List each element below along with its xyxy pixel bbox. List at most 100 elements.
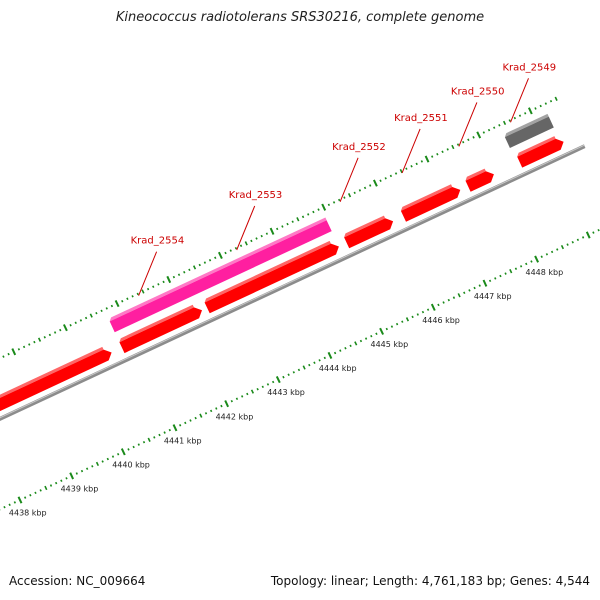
inner-track-minor-tick <box>163 431 166 434</box>
inner-track-minor-tick <box>60 479 63 482</box>
inner-track-minor-tick <box>344 346 347 350</box>
inner-track-minor-tick <box>514 267 518 270</box>
outer-track-minor-tick <box>2 355 5 358</box>
outer-track-minor-tick <box>389 174 393 178</box>
gene-leader-line <box>339 157 359 202</box>
outer-track-minor-tick <box>296 217 300 222</box>
inner-track-minor-tick <box>390 325 394 328</box>
inner-track-minor-tick <box>437 303 440 307</box>
inner-track-minor-tick <box>39 489 42 492</box>
gene-leader-line <box>510 78 529 123</box>
gene-arrow-other-bevel <box>504 113 549 138</box>
outer-track-minor-tick <box>327 203 331 207</box>
gene-arrow[interactable] <box>204 243 339 314</box>
outer-track-minor-tick <box>332 201 336 204</box>
inner-track-minor-tick <box>375 332 378 336</box>
gene-label[interactable]: Krad_2549 <box>503 62 557 73</box>
outer-track-minor-tick <box>74 321 77 325</box>
inner-track-major-tick <box>534 255 540 263</box>
gene-arrow[interactable] <box>400 187 461 222</box>
outer-track-major-tick <box>11 348 17 356</box>
inner-track-major-tick <box>482 279 488 287</box>
outer-track-minor-tick <box>28 343 31 346</box>
inner-track-minor-tick <box>349 344 352 348</box>
inner-track-minor-tick <box>8 503 11 507</box>
gene-arrow-other[interactable] <box>504 116 554 148</box>
inner-track-minor-tick <box>592 231 595 234</box>
inner-track-minor-tick <box>411 315 414 319</box>
inner-track-minor-tick <box>23 496 27 499</box>
outer-track-minor-tick <box>276 227 279 231</box>
outer-track-minor-tick <box>43 336 46 339</box>
inner-track-minor-tick <box>333 351 337 355</box>
inner-track-minor-tick <box>158 433 161 437</box>
outer-track-minor-tick <box>441 150 444 154</box>
outer-track-minor-tick <box>110 304 114 308</box>
gene-label[interactable]: Krad_2553 <box>229 190 283 201</box>
inner-track-minor-tick <box>282 375 285 379</box>
outer-track-minor-tick <box>534 107 537 110</box>
gene-arrow-bevel <box>400 184 453 211</box>
gene-arrow[interactable] <box>119 307 202 354</box>
inner-track-minor-tick <box>49 484 53 487</box>
inner-track-minor-tick <box>106 457 109 461</box>
inner-track-minor-tick <box>597 228 600 232</box>
inner-track-minor-tick <box>137 443 140 446</box>
inner-track-major-tick <box>585 231 591 239</box>
outer-track-minor-tick <box>343 196 346 199</box>
outer-track-minor-tick <box>498 124 501 127</box>
outer-track-minor-tick <box>188 268 191 272</box>
inner-track-minor-tick <box>364 337 368 340</box>
outer-track-minor-tick <box>307 213 310 216</box>
inner-track-minor-tick <box>80 469 84 473</box>
gene-arrow-bevel <box>0 346 104 398</box>
outer-track-minor-tick <box>487 128 491 132</box>
gene-arrow[interactable] <box>517 138 564 168</box>
inner-track-major-tick <box>275 375 281 384</box>
genome-summary-text: Topology: linear; Length: 4,761,183 bp; … <box>270 574 590 588</box>
outer-track-minor-tick <box>100 309 103 313</box>
inner-track-minor-tick <box>44 485 48 491</box>
inner-track-minor-tick <box>504 272 507 275</box>
inner-track-minor-tick <box>287 373 290 376</box>
inner-track-minor-tick <box>292 371 295 374</box>
inner-track-minor-tick <box>54 481 58 485</box>
gene-arrow[interactable] <box>344 218 394 249</box>
outer-track-minor-tick <box>410 165 413 168</box>
inner-track-minor-tick <box>550 250 554 254</box>
outer-track-minor-tick <box>431 155 434 158</box>
outer-track-major-tick <box>269 227 275 235</box>
inner-track-minor-tick <box>318 359 321 362</box>
outer-track-minor-tick <box>338 198 341 202</box>
outer-track-major-tick <box>217 251 223 260</box>
inner-track-minor-tick <box>302 365 306 370</box>
inner-track-minor-tick <box>189 419 192 422</box>
inner-track-minor-tick <box>101 460 104 463</box>
inner-track-minor-tick <box>132 445 135 449</box>
gene-arrow[interactable] <box>465 171 494 192</box>
inner-tick-track: 4438 kbp 4439 kbp 4440 kbp 4441 kbp 4442 kbp… <box>0 228 600 518</box>
gene-leader-line <box>236 205 256 251</box>
gene-leader-line <box>138 251 158 296</box>
gene-label[interactable]: Krad_2552 <box>332 142 386 153</box>
gene-label[interactable]: Krad_2550 <box>451 86 505 97</box>
gene-arrow[interactable] <box>0 349 112 419</box>
inner-track-minor-tick <box>401 320 404 323</box>
outer-track-minor-tick <box>462 140 465 144</box>
gene-arrow-highlighted[interactable] <box>109 220 332 333</box>
gene-label[interactable]: Krad_2554 <box>131 236 185 247</box>
inner-track-minor-tick <box>488 279 492 283</box>
outer-track-minor-tick <box>105 307 108 310</box>
outer-track-minor-tick <box>508 119 511 122</box>
gene-arrow-bevel <box>465 168 486 181</box>
outer-track-minor-tick <box>244 241 248 246</box>
inner-track-minor-tick <box>509 268 513 274</box>
outer-track-minor-tick <box>347 193 352 198</box>
outer-track-minor-tick <box>224 251 227 255</box>
outer-track-minor-tick <box>250 239 253 243</box>
inner-track-minor-tick <box>519 265 523 268</box>
outer-track-minor-tick <box>549 99 553 103</box>
gene-label[interactable]: Krad_2551 <box>394 113 448 124</box>
gene-arrow-bevel <box>344 215 386 238</box>
inner-track-minor-tick <box>204 412 208 415</box>
